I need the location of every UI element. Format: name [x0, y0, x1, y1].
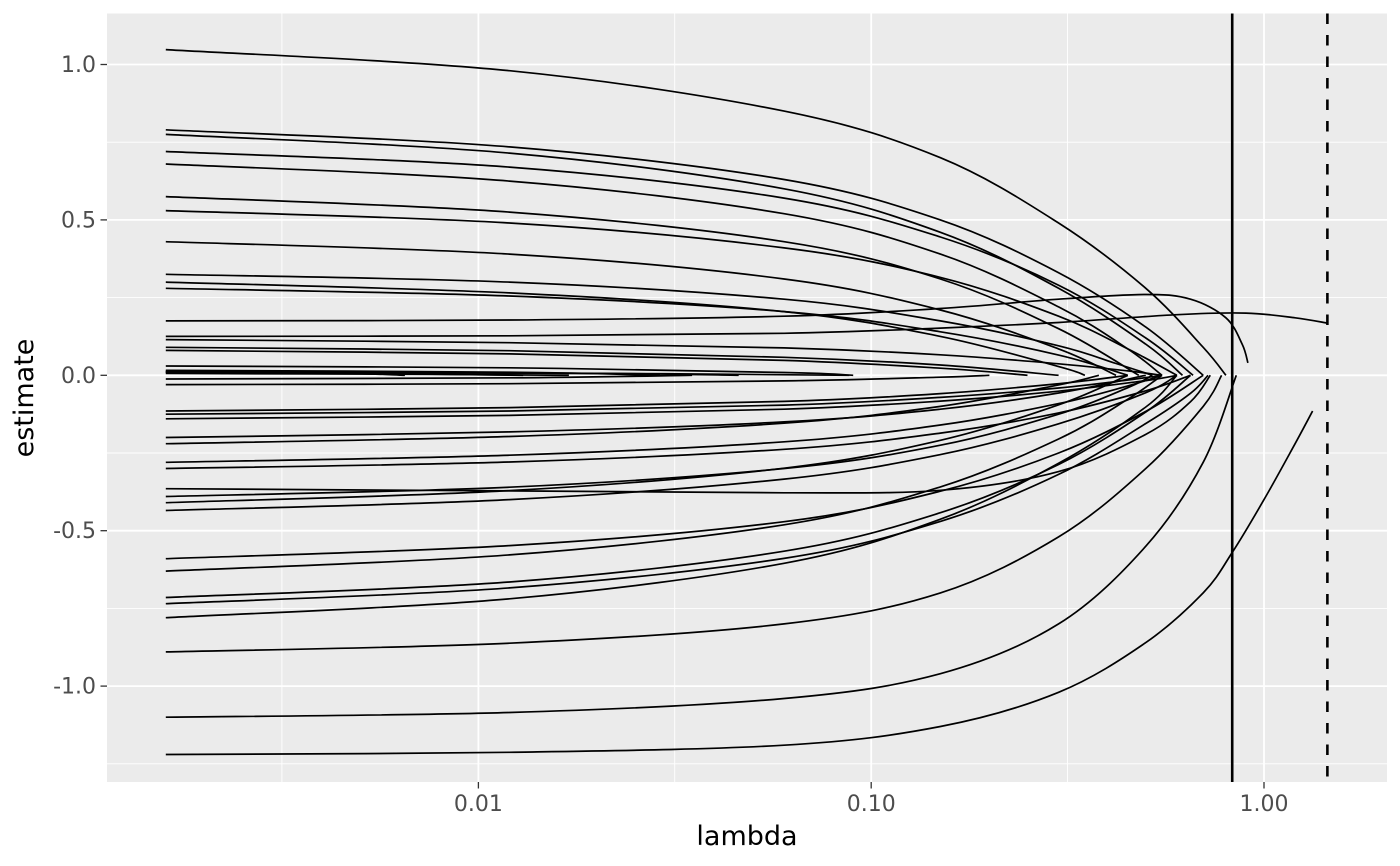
coef-09-path: [165, 273, 1153, 377]
coef-33-path: [165, 374, 1211, 494]
coef-35-path: [165, 374, 1129, 504]
y-tick-label: 1.0: [61, 53, 96, 78]
coef-32-path: [165, 374, 1191, 470]
coef-29-path: [165, 374, 1146, 439]
x-axis-title: lambda: [696, 821, 797, 852]
coef-28-path: [165, 374, 1178, 420]
coef-07-path: [165, 209, 1178, 377]
y-tick-label: -1.0: [53, 675, 96, 700]
axis-tick-labels: 0.01 0.10 1.00 1.0 0.5 0.0 -0.5 -1.0: [53, 53, 1288, 817]
x-tick-label: 1.00: [1240, 792, 1289, 817]
coef-14-path: [165, 338, 1163, 377]
y-axis-title: estimate: [9, 339, 40, 458]
coef-42-path: [165, 374, 1223, 653]
coef-12-path: [165, 293, 1249, 364]
axis-ticks: [100, 63, 1265, 789]
coef-24-path: [165, 374, 693, 380]
y-tick-label: 0.0: [61, 364, 96, 389]
coef-26-path: [165, 374, 1128, 412]
coef-38-path: [165, 374, 1163, 572]
coef-15-path: [165, 346, 1059, 377]
coef-11-path: [165, 287, 1129, 377]
series-lines: [165, 48, 1328, 756]
coef-34-path: [165, 374, 1153, 498]
coef-02-path: [165, 128, 1204, 376]
y-tick-label: -0.5: [53, 519, 96, 544]
coef-06-path: [165, 195, 1140, 377]
coef-39-path: [165, 374, 1192, 599]
coef-17-path: [165, 365, 854, 377]
coef-20-path: [165, 372, 569, 377]
coef-41-path: [165, 374, 1178, 619]
coef-16-path: [165, 349, 1028, 377]
coef-43-path: [165, 374, 1238, 719]
coef-13-path: [165, 312, 1328, 338]
coef-01-path: [165, 48, 1227, 376]
coef-44-path: [165, 410, 1314, 756]
x-tick-label: 0.10: [847, 792, 896, 817]
coef-27-path: [165, 374, 1163, 416]
coef-05-path: [165, 163, 1163, 376]
coef-23-path: [165, 371, 850, 377]
coef-03-path: [165, 133, 1184, 376]
coef-25-path: [165, 374, 990, 386]
coef-36-path: [165, 374, 1178, 512]
reference-lines: [1230, 13, 1329, 782]
coef-31-path: [165, 374, 1163, 464]
x-tick-label: 0.01: [454, 792, 503, 817]
y-tick-label: 0.5: [61, 208, 96, 233]
coef-30-path: [165, 374, 1100, 445]
